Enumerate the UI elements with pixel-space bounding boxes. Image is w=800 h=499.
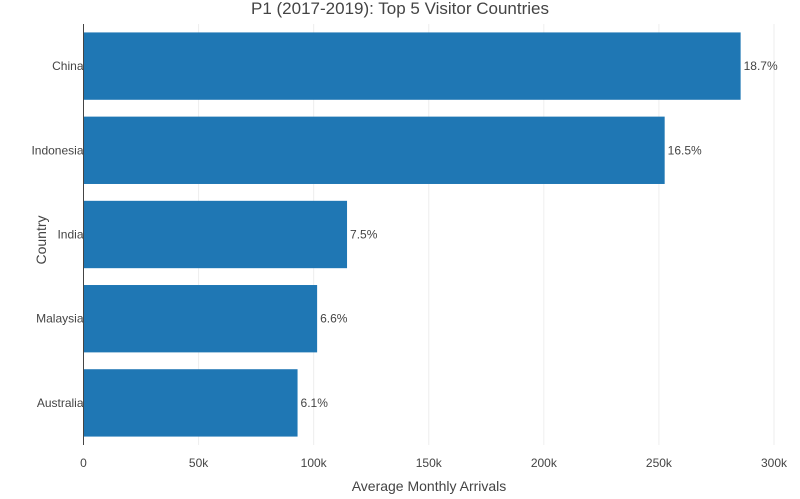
x-tick-label: 100k bbox=[301, 456, 328, 470]
data-label: 16.5% bbox=[668, 143, 702, 157]
x-axis-title: Average Monthly Arrivals bbox=[352, 478, 507, 494]
x-tick-label: 200k bbox=[531, 456, 558, 470]
y-tick-labels: China Indonesia India Malaysia Australia bbox=[31, 59, 83, 410]
data-label: 18.7% bbox=[744, 59, 778, 73]
y-tick-label: Australia bbox=[37, 396, 84, 410]
x-tick-label: 250k bbox=[646, 456, 673, 470]
x-tick-labels: 0 50k 100k 150k 200k 250k 300k bbox=[80, 456, 788, 470]
x-tick-label: 150k bbox=[416, 456, 443, 470]
y-tick-label: China bbox=[52, 59, 84, 73]
bar-india[interactable] bbox=[83, 200, 348, 269]
chart-title: P1 (2017-2019): Top 5 Visitor Countries bbox=[251, 0, 549, 18]
y-axis-title: Country bbox=[33, 215, 49, 264]
data-labels: 18.7% 16.5% 7.5% 6.6% 6.1% bbox=[301, 59, 778, 410]
data-label: 6.1% bbox=[301, 396, 329, 410]
bar-australia[interactable] bbox=[83, 369, 298, 437]
bar-indonesia[interactable] bbox=[83, 116, 665, 184]
x-tick-label: 0 bbox=[80, 456, 87, 470]
bars bbox=[83, 32, 741, 437]
y-tick-label: Indonesia bbox=[31, 143, 83, 157]
data-label: 6.6% bbox=[320, 312, 348, 326]
bar-china[interactable] bbox=[83, 32, 741, 100]
y-tick-label: Malaysia bbox=[36, 312, 84, 326]
y-tick-label: India bbox=[57, 228, 83, 242]
data-label: 7.5% bbox=[350, 228, 378, 242]
bar-malaysia[interactable] bbox=[83, 285, 318, 353]
x-tick-label: 50k bbox=[189, 456, 209, 470]
x-tick-label: 300k bbox=[761, 456, 788, 470]
